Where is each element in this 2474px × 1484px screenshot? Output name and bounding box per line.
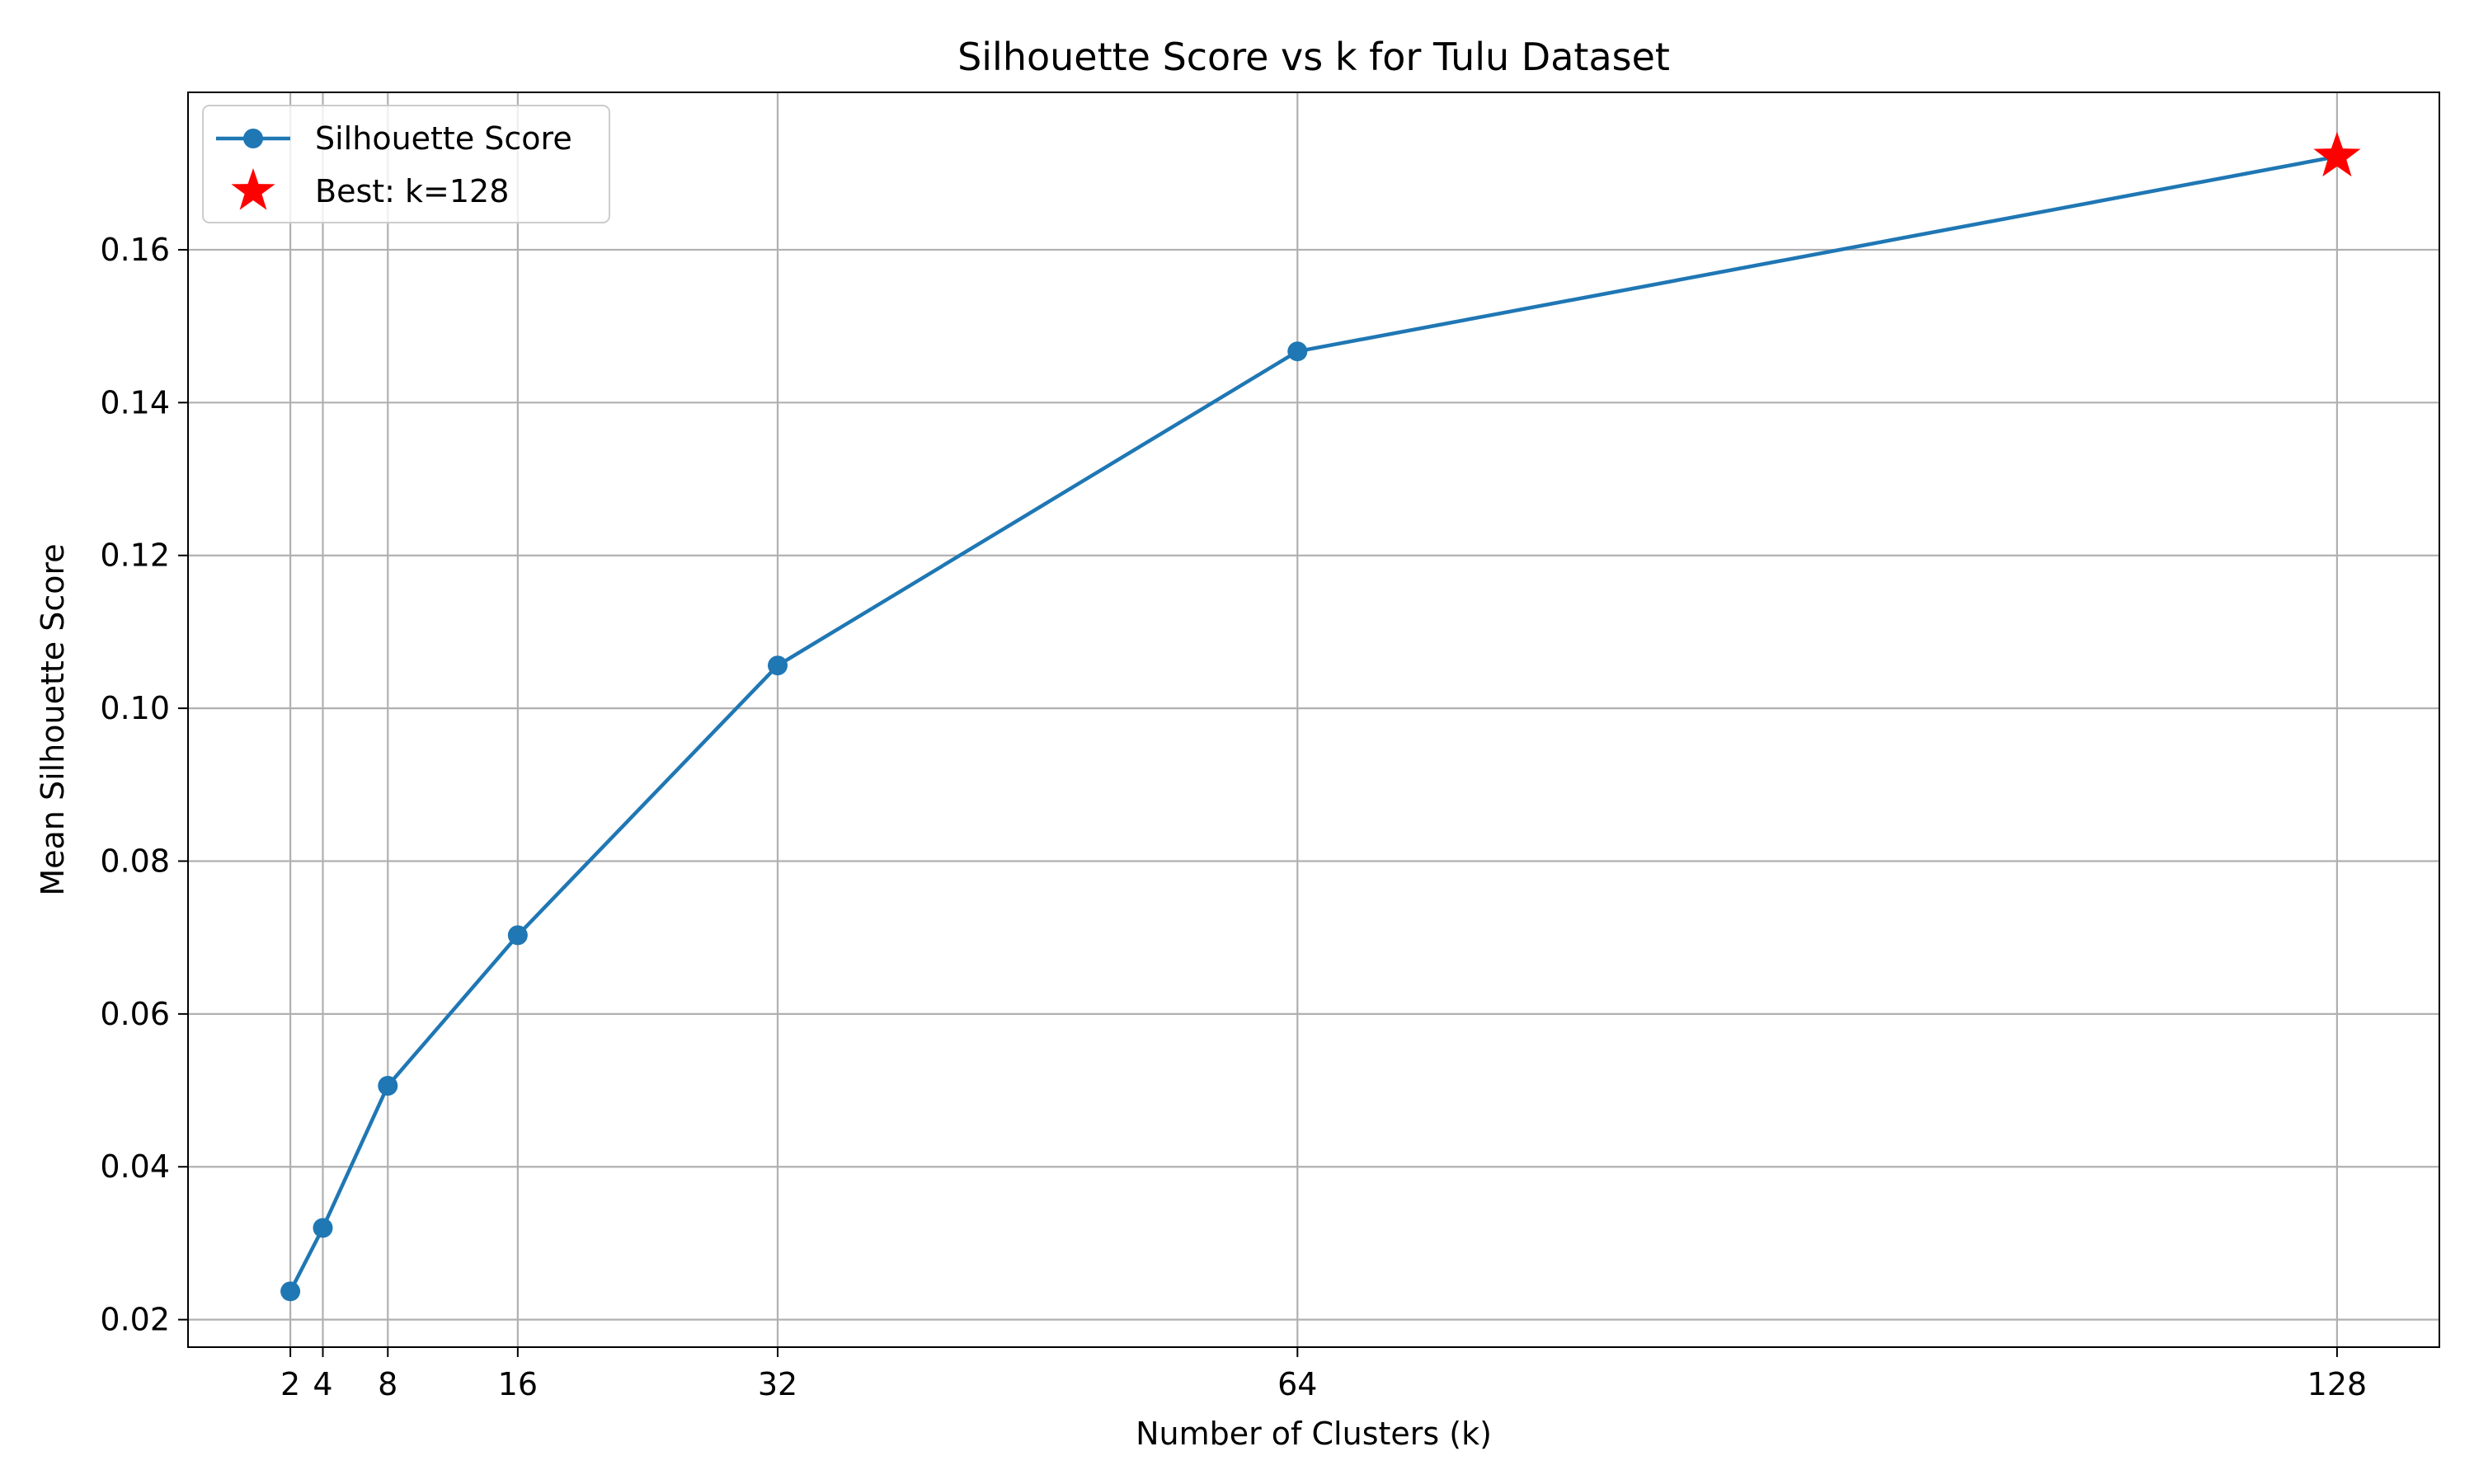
y-axis-label: Mean Silhouette Score [35,543,71,895]
x-axis-label: Number of Clusters (k) [1136,1416,1492,1452]
y-tick-label: 0.06 [100,996,170,1032]
data-point [1287,341,1308,362]
x-tick-label: 128 [2307,1366,2368,1402]
grid-layer [188,92,2439,1347]
series-layer [280,131,2361,1302]
legend-circle-marker [243,129,263,148]
y-tick-label: 0.02 [100,1302,170,1338]
x-tick-label: 4 [313,1366,332,1402]
x-tick-label: 8 [378,1366,397,1402]
legend: Silhouette Score Best: k=128 [202,105,610,223]
y-tick-label: 0.14 [100,384,170,420]
data-point [378,1075,398,1096]
legend-label-best: Best: k=128 [315,173,509,209]
legend-box [202,105,610,223]
y-tick-label: 0.12 [100,538,170,574]
data-point [507,925,528,946]
y-tick-label: 0.16 [100,232,170,268]
best-star-marker [2313,131,2361,177]
tick-layer: 2 4 8 16 32 64 128 0.02 0.04 0.06 0.08 0.10 0.12 0.14… [100,232,2367,1402]
data-point [280,1281,301,1302]
data-point [313,1218,333,1238]
legend-label-silhouette: Silhouette Score [315,120,572,157]
plot-frame [187,92,2440,1348]
x-tick-label: 2 [280,1366,300,1402]
y-tick-label: 0.08 [100,843,170,879]
y-tick-label: 0.10 [100,690,170,726]
data-point [768,655,788,676]
y-tick-label: 0.04 [100,1148,170,1185]
chart-title: Silhouette Score vs k for Tulu Dataset [957,35,1670,79]
x-tick-label: 64 [1277,1366,1317,1402]
x-tick-label: 16 [498,1366,538,1402]
legend-star-marker [231,168,275,210]
x-tick-label: 32 [758,1366,797,1402]
